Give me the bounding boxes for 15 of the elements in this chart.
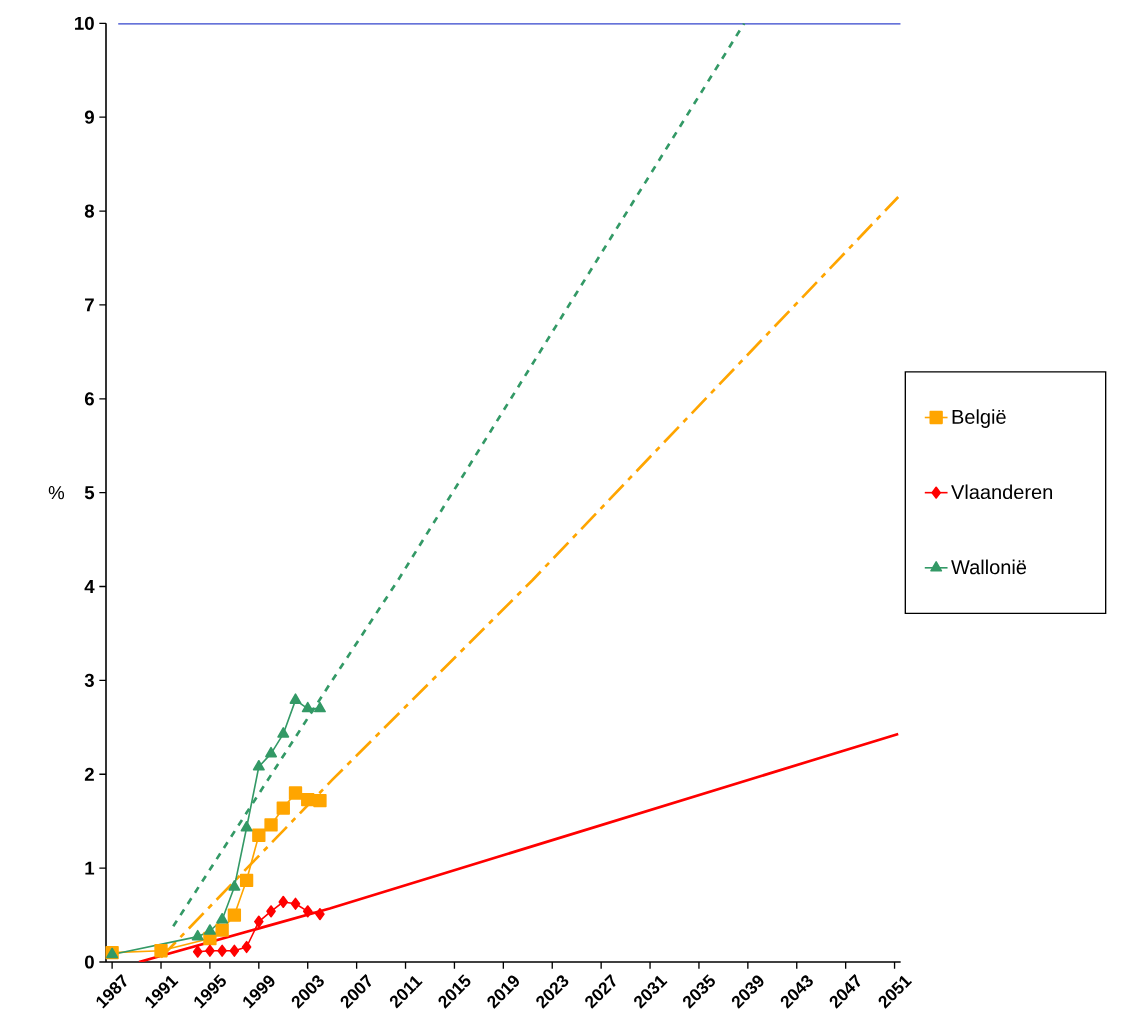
y-tick-label: 10 [75,16,94,30]
y-tick-label: 0 [84,955,94,969]
legend-label: Wallonië [951,559,1027,575]
legend-label: België [952,409,1006,428]
y-tick-label: 7 [85,298,94,312]
legend-label: Vlaanderen [951,484,1052,500]
y-tick-label: 3 [84,673,94,688]
y-tick-label: 9 [84,110,94,124]
y-tick-label: 5 [84,486,95,500]
y-axis-title: % [48,486,65,500]
y-tick-label: 6 [84,392,94,406]
y-tick-label: 8 [84,204,95,218]
y-tick-label: 2 [84,767,94,781]
y-tick-label: 1 [85,861,95,875]
y-tick-label: 4 [84,580,95,593]
